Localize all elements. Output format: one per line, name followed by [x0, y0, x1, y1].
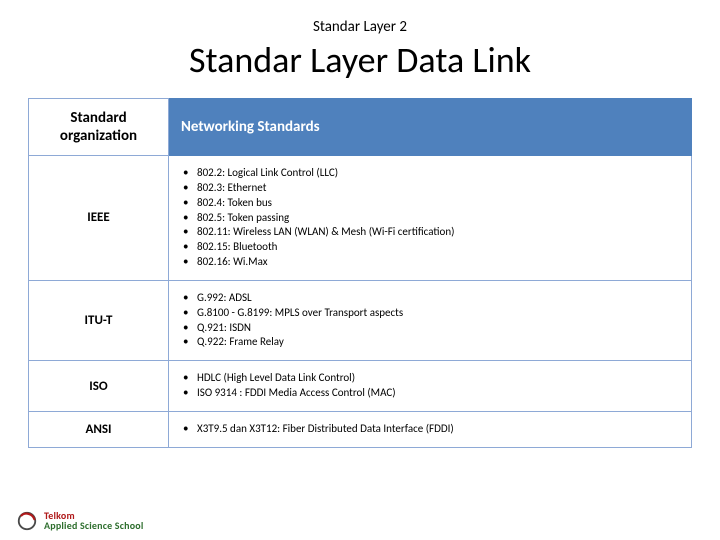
standards-cell: G.992: ADSL G.8100 - G.8199: MPLS over T…	[169, 280, 692, 360]
list-item: Q.922: Frame Relay	[183, 335, 677, 350]
org-cell-ieee: IEEE	[29, 156, 169, 281]
list-item: 802.11: Wireless LAN (WLAN) & Mesh (Wi-F…	[183, 225, 677, 240]
telkom-logo-icon	[16, 510, 38, 532]
list-item: 802.5: Token passing	[183, 211, 677, 226]
list-item: 802.4: Token bus	[183, 196, 677, 211]
standards-cell: 802.2: Logical Link Control (LLC) 802.3:…	[169, 156, 692, 281]
list-item: 802.15: Bluetooth	[183, 240, 677, 255]
table-row: ITU-T G.992: ADSL G.8100 - G.8199: MPLS …	[29, 280, 692, 360]
col-header-org: Standard organization	[29, 99, 169, 156]
org-cell-ansi: ANSI	[29, 411, 169, 447]
bullet-list: X3T9.5 dan X3T12: Fiber Distributed Data…	[183, 422, 677, 437]
list-item: 802.3: Ethernet	[183, 181, 677, 196]
org-cell-iso: ISO	[29, 361, 169, 412]
org-cell-itut: ITU-T	[29, 280, 169, 360]
table-row: IEEE 802.2: Logical Link Control (LLC) 8…	[29, 156, 692, 281]
supertitle: Standar Layer 2	[28, 18, 692, 36]
bullet-list: 802.2: Logical Link Control (LLC) 802.3:…	[183, 166, 677, 270]
table-header-row: Standard organization Networking Standar…	[29, 99, 692, 156]
table-row: ANSI X3T9.5 dan X3T12: Fiber Distributed…	[29, 411, 692, 447]
footer-logo-text: Telkom Applied Science School	[44, 511, 144, 531]
list-item: G.992: ADSL	[183, 291, 677, 306]
brand-line2: Applied Science School	[44, 521, 144, 531]
table-row: ISO HDLC (High Level Data Link Control) …	[29, 361, 692, 412]
list-item: 802.2: Logical Link Control (LLC)	[183, 166, 677, 181]
bullet-list: HDLC (High Level Data Link Control) ISO …	[183, 371, 677, 401]
standards-cell: X3T9.5 dan X3T12: Fiber Distributed Data…	[169, 411, 692, 447]
col-header-standards: Networking Standards	[169, 99, 692, 156]
standards-table: Standard organization Networking Standar…	[28, 98, 692, 448]
list-item: G.8100 - G.8199: MPLS over Transport asp…	[183, 306, 677, 321]
list-item: X3T9.5 dan X3T12: Fiber Distributed Data…	[183, 422, 677, 437]
page-title: Standar Layer Data Link	[28, 38, 692, 82]
standards-cell: HDLC (High Level Data Link Control) ISO …	[169, 361, 692, 412]
list-item: Q.921: ISDN	[183, 321, 677, 336]
slide: Standar Layer 2 Standar Layer Data Link …	[0, 0, 720, 540]
footer-logo: Telkom Applied Science School	[16, 510, 144, 532]
list-item: ISO 9314 : FDDI Media Access Control (MA…	[183, 386, 677, 401]
bullet-list: G.992: ADSL G.8100 - G.8199: MPLS over T…	[183, 291, 677, 350]
list-item: HDLC (High Level Data Link Control)	[183, 371, 677, 386]
list-item: 802.16: Wi.Max	[183, 255, 677, 270]
